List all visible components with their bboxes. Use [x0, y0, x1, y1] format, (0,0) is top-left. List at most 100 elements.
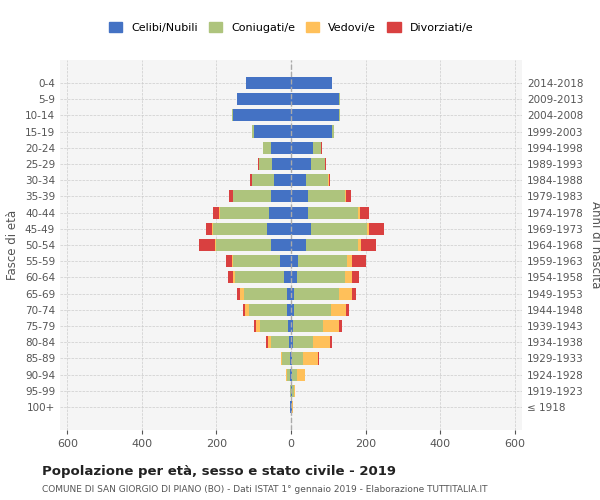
Bar — [298, 255, 347, 268]
Bar — [291, 93, 340, 105]
Bar — [306, 239, 358, 251]
Bar — [267, 222, 291, 235]
Bar — [229, 190, 233, 202]
Bar — [291, 77, 332, 89]
Bar — [291, 206, 308, 218]
Bar — [347, 255, 352, 268]
Bar — [271, 336, 289, 348]
Bar — [237, 288, 240, 300]
Bar — [318, 352, 319, 364]
Y-axis label: Fasce di età: Fasce di età — [7, 210, 19, 280]
Bar — [293, 336, 313, 348]
Bar — [274, 174, 291, 186]
Bar — [290, 352, 291, 364]
Bar — [352, 272, 359, 283]
Bar — [291, 336, 293, 348]
Text: Popolazione per età, sesso e stato civile - 2019: Popolazione per età, sesso e stato civil… — [42, 465, 396, 478]
Bar — [272, 158, 291, 170]
Bar — [303, 352, 318, 364]
Bar — [346, 190, 352, 202]
Bar — [330, 336, 332, 348]
Y-axis label: Anni di nascita: Anni di nascita — [589, 202, 600, 288]
Bar — [298, 368, 305, 381]
Bar — [332, 126, 334, 138]
Bar — [293, 320, 323, 332]
Bar — [237, 93, 291, 105]
Bar — [263, 142, 271, 154]
Bar — [352, 288, 356, 300]
Bar — [311, 222, 367, 235]
Legend: Celibi/Nubili, Coniugati/e, Vedovi/e, Divorziati/e: Celibi/Nubili, Coniugati/e, Vedovi/e, Di… — [104, 18, 478, 37]
Bar — [292, 368, 298, 381]
Bar — [233, 190, 271, 202]
Bar — [227, 272, 233, 283]
Bar — [291, 142, 313, 154]
Bar — [345, 272, 352, 283]
Bar — [360, 206, 369, 218]
Bar — [249, 304, 287, 316]
Bar — [292, 401, 293, 413]
Bar — [271, 239, 291, 251]
Bar — [313, 336, 330, 348]
Bar — [291, 304, 294, 316]
Bar — [291, 368, 292, 381]
Bar — [313, 142, 321, 154]
Bar — [291, 320, 293, 332]
Bar — [367, 222, 369, 235]
Bar — [293, 385, 295, 397]
Bar — [235, 272, 284, 283]
Text: COMUNE DI SAN GIORGIO DI PIANO (BO) - Dati ISTAT 1° gennaio 2019 - Elaborazione : COMUNE DI SAN GIORGIO DI PIANO (BO) - Da… — [42, 485, 487, 494]
Bar — [233, 272, 235, 283]
Bar — [346, 304, 349, 316]
Bar — [291, 385, 292, 397]
Bar — [352, 255, 365, 268]
Bar — [291, 109, 340, 122]
Bar — [199, 239, 215, 251]
Bar — [226, 255, 232, 268]
Bar — [345, 190, 346, 202]
Bar — [291, 272, 296, 283]
Bar — [291, 222, 311, 235]
Bar — [291, 352, 292, 364]
Bar — [296, 272, 345, 283]
Bar — [259, 158, 272, 170]
Bar — [256, 320, 260, 332]
Bar — [217, 239, 271, 251]
Bar — [269, 206, 291, 218]
Bar — [232, 255, 233, 268]
Bar — [284, 272, 291, 283]
Bar — [232, 109, 233, 122]
Bar — [291, 288, 294, 300]
Bar — [283, 352, 290, 364]
Bar — [329, 174, 331, 186]
Bar — [245, 304, 249, 316]
Bar — [325, 158, 326, 170]
Bar — [292, 352, 303, 364]
Bar — [213, 222, 267, 235]
Bar — [291, 190, 308, 202]
Bar — [291, 255, 298, 268]
Bar — [294, 304, 331, 316]
Bar — [252, 126, 254, 138]
Bar — [291, 174, 306, 186]
Bar — [331, 304, 346, 316]
Bar — [260, 320, 288, 332]
Bar — [308, 206, 358, 218]
Bar — [250, 174, 252, 186]
Bar — [271, 142, 291, 154]
Bar — [212, 222, 213, 235]
Bar — [291, 158, 311, 170]
Bar — [220, 206, 269, 218]
Bar — [290, 368, 291, 381]
Bar — [358, 239, 361, 251]
Bar — [268, 336, 271, 348]
Bar — [306, 174, 328, 186]
Bar — [266, 336, 268, 348]
Bar — [292, 385, 293, 397]
Bar — [340, 320, 343, 332]
Bar — [288, 320, 291, 332]
Bar — [338, 288, 352, 300]
Bar — [252, 174, 274, 186]
Bar — [291, 401, 292, 413]
Bar — [294, 288, 338, 300]
